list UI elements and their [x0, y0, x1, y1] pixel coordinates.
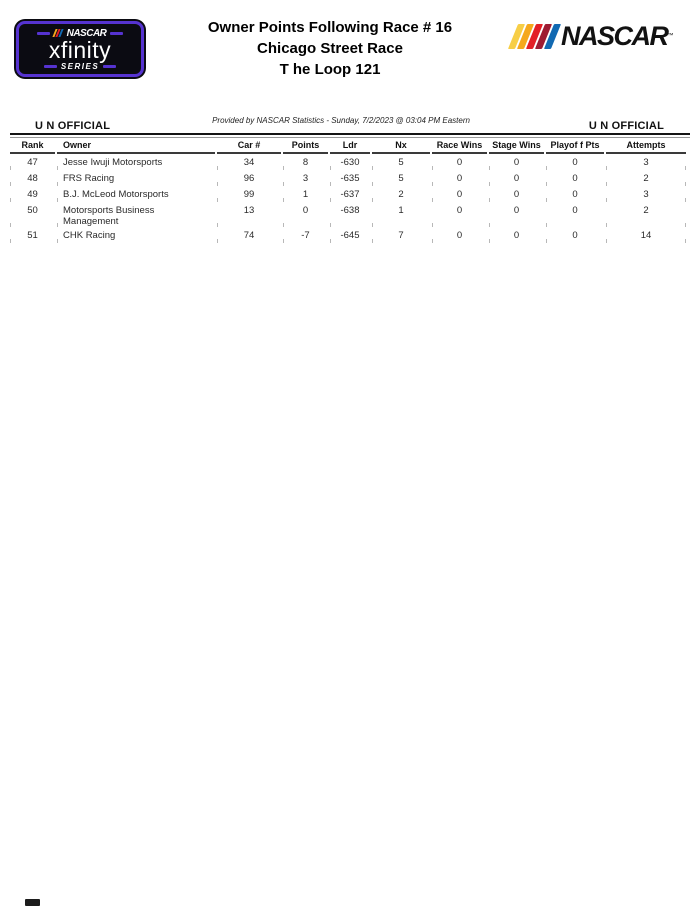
- cell-rank: 47: [10, 154, 55, 170]
- nascar-logo: NASCAR™: [507, 21, 674, 51]
- series-label: SERIES: [60, 61, 100, 71]
- page-title: Owner Points Following Race # 16 Chicago…: [150, 17, 510, 80]
- nascar-stripes-icon: [51, 29, 64, 37]
- cell-owner: Jesse Iwuji Motorsports: [57, 154, 215, 170]
- cell-nx: 5: [372, 154, 430, 170]
- cell-ldr: -638: [330, 202, 370, 227]
- trademark-symbol: ™: [667, 33, 674, 39]
- cell-nx: 1: [372, 202, 430, 227]
- nascar-wordmark: NASCAR™: [561, 21, 674, 51]
- cell-race-wins: 0: [432, 202, 487, 227]
- cell-car: 99: [217, 186, 281, 202]
- cell-rank: 51: [10, 227, 55, 243]
- cell-nx: 7: [372, 227, 430, 243]
- cell-points: -7: [283, 227, 328, 243]
- owner-points-table: Rank Owner Car # Points Ldr Nx Race Wins…: [10, 138, 690, 243]
- cell-rank: 50: [10, 202, 55, 227]
- header-divider-line: [10, 133, 690, 138]
- cell-owner: B.J. McLeod Motorsports: [57, 186, 215, 202]
- xfinity-wordmark: xfinity: [48, 36, 112, 63]
- cell-points: 0: [283, 202, 328, 227]
- cell-attempts: 2: [606, 202, 686, 227]
- cell-ldr: -635: [330, 170, 370, 186]
- cell-attempts: 3: [606, 186, 686, 202]
- cell-owner: CHK Racing: [57, 227, 215, 243]
- col-header-car: Car #: [217, 138, 281, 154]
- table-row: 51 CHK Racing 74 -7 -645 7 0 0 0 14: [10, 227, 690, 243]
- cropped-footer-mark: [25, 899, 40, 906]
- xfinity-logo-bottom-row: SERIES: [43, 61, 117, 71]
- cell-playoff-pts: 0: [546, 202, 604, 227]
- cell-owner: Motorsports Business Management: [57, 202, 215, 227]
- cell-race-wins: 0: [432, 186, 487, 202]
- cell-stage-wins: 0: [489, 202, 544, 227]
- col-header-attempts: Attempts: [606, 138, 686, 154]
- unofficial-label-right: U N OFFICIAL: [588, 120, 664, 132]
- xfinity-logo-top-row: NASCAR: [36, 27, 124, 39]
- cell-rank: 49: [10, 186, 55, 202]
- nascar-wordmark-small: NASCAR: [66, 27, 107, 39]
- col-header-stage-wins: Stage Wins: [489, 138, 544, 154]
- cell-attempts: 14: [606, 227, 686, 243]
- cell-playoff-pts: 0: [546, 154, 604, 170]
- cell-car: 74: [217, 227, 281, 243]
- table-row: 48 FRS Racing 96 3 -635 5 0 0 0 2: [10, 170, 690, 186]
- purple-dash-icon: [36, 31, 50, 35]
- cell-points: 8: [283, 154, 328, 170]
- col-header-ldr: Ldr: [330, 138, 370, 154]
- col-header-rank: Rank: [10, 138, 55, 154]
- cell-owner: FRS Racing: [57, 170, 215, 186]
- cell-car: 34: [217, 154, 281, 170]
- table-header-row: Rank Owner Car # Points Ldr Nx Race Wins…: [10, 138, 690, 154]
- provided-by-line: Provided by NASCAR Statistics - Sunday, …: [212, 116, 470, 125]
- cell-points: 3: [283, 170, 328, 186]
- cell-race-wins: 0: [432, 154, 487, 170]
- cell-attempts: 3: [606, 154, 686, 170]
- cell-stage-wins: 0: [489, 186, 544, 202]
- cell-playoff-pts: 0: [546, 227, 604, 243]
- purple-dash-icon: [110, 31, 124, 35]
- col-header-race-wins: Race Wins: [432, 138, 487, 154]
- cell-rank: 48: [10, 170, 55, 186]
- cell-nx: 2: [372, 186, 430, 202]
- table-row: 47 Jesse Iwuji Motorsports 34 8 -630 5 0…: [10, 154, 690, 170]
- cell-car: 13: [217, 202, 281, 227]
- cell-stage-wins: 0: [489, 227, 544, 243]
- unofficial-label-left: U N OFFICIAL: [35, 120, 111, 132]
- xfinity-series-logo: NASCAR xfinity SERIES: [16, 21, 144, 77]
- table-row: 50 Motorsports Business Management 13 0 …: [10, 202, 690, 227]
- title-line-3: T he Loop 121: [279, 61, 381, 78]
- title-line-2: Chicago Street Race: [257, 40, 403, 57]
- cell-race-wins: 0: [432, 227, 487, 243]
- purple-dash-icon: [43, 64, 57, 68]
- purple-dash-icon: [103, 64, 117, 68]
- cell-ldr: -630: [330, 154, 370, 170]
- cell-playoff-pts: 0: [546, 170, 604, 186]
- col-header-owner: Owner: [57, 138, 215, 154]
- cell-playoff-pts: 0: [546, 186, 604, 202]
- cell-stage-wins: 0: [489, 170, 544, 186]
- title-line-1: Owner Points Following Race # 16: [207, 19, 453, 36]
- table-row: 49 B.J. McLeod Motorsports 99 1 -637 2 0…: [10, 186, 690, 202]
- cell-ldr: -637: [330, 186, 370, 202]
- cell-points: 1: [283, 186, 328, 202]
- col-header-nx: Nx: [372, 138, 430, 154]
- cell-race-wins: 0: [432, 170, 487, 186]
- cell-nx: 5: [372, 170, 430, 186]
- col-header-playoff-pts: Playof f Pts: [546, 138, 604, 154]
- cell-attempts: 2: [606, 170, 686, 186]
- cell-stage-wins: 0: [489, 154, 544, 170]
- cell-ldr: -645: [330, 227, 370, 243]
- col-header-points: Points: [283, 138, 328, 154]
- cell-car: 96: [217, 170, 281, 186]
